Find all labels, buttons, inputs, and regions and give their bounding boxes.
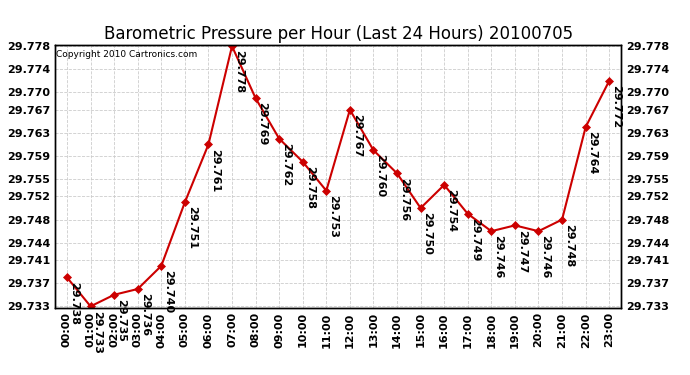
Text: 29.762: 29.762 <box>281 143 291 186</box>
Text: 29.754: 29.754 <box>446 189 456 232</box>
Text: 29.753: 29.753 <box>328 195 338 238</box>
Text: 29.748: 29.748 <box>564 224 574 267</box>
Text: 29.747: 29.747 <box>517 230 527 273</box>
Text: 29.772: 29.772 <box>611 85 621 128</box>
Text: 29.756: 29.756 <box>399 177 409 220</box>
Text: 29.749: 29.749 <box>470 218 480 261</box>
Text: 29.778: 29.778 <box>234 50 244 93</box>
Text: 29.750: 29.750 <box>422 212 433 255</box>
Text: 29.740: 29.740 <box>164 270 173 313</box>
Text: Copyright 2010 Cartronics.com: Copyright 2010 Cartronics.com <box>57 50 197 59</box>
Text: 29.735: 29.735 <box>116 299 126 342</box>
Text: 29.738: 29.738 <box>69 282 79 325</box>
Text: 29.760: 29.760 <box>375 154 386 198</box>
Text: 29.769: 29.769 <box>257 102 268 146</box>
Text: 29.767: 29.767 <box>352 114 362 157</box>
Text: 29.761: 29.761 <box>210 148 220 192</box>
Text: 29.746: 29.746 <box>540 236 551 279</box>
Text: 29.733: 29.733 <box>92 310 103 353</box>
Text: 29.751: 29.751 <box>187 206 197 249</box>
Title: Barometric Pressure per Hour (Last 24 Hours) 20100705: Barometric Pressure per Hour (Last 24 Ho… <box>104 26 573 44</box>
Text: 29.764: 29.764 <box>588 131 598 175</box>
Text: 29.746: 29.746 <box>493 236 503 279</box>
Text: 29.736: 29.736 <box>139 293 150 336</box>
Text: 29.758: 29.758 <box>305 166 315 209</box>
